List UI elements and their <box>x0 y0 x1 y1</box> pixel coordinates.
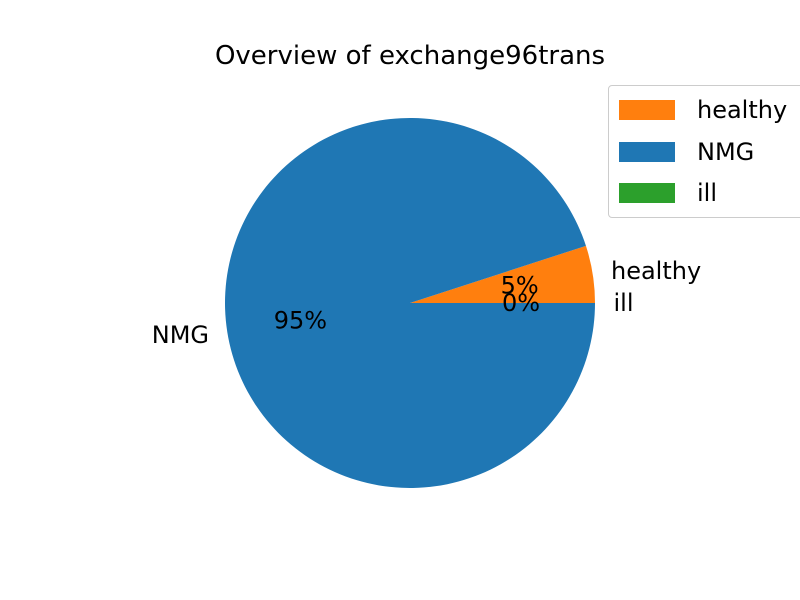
legend-label-healthy: healthy <box>697 96 788 124</box>
slice-label-nmg: NMG <box>152 321 209 349</box>
slice-label-healthy: healthy <box>611 257 701 285</box>
pie-labels: healthy 5% NMG 95% ill 0% <box>152 257 701 349</box>
pie-slice-nmg <box>225 118 595 489</box>
legend-item-nmg: NMG <box>619 137 754 167</box>
pie-slice-healthy <box>410 245 595 303</box>
slice-percent-nmg: 95% <box>274 306 327 334</box>
pie-slices <box>225 118 595 489</box>
slice-percent-ill: 0% <box>502 289 540 317</box>
legend-swatch-nmg <box>619 142 675 162</box>
legend-label-ill: ill <box>697 179 718 207</box>
slice-label-ill: ill <box>614 289 634 317</box>
legend-item-ill: ill <box>619 178 717 208</box>
legend-item-healthy: healthy <box>619 95 787 125</box>
chart-title: Overview of exchange96trans <box>215 41 605 71</box>
legend-swatch-healthy <box>619 100 675 120</box>
legend: healthy NMG ill <box>608 85 800 218</box>
legend-label-nmg: NMG <box>697 138 755 166</box>
legend-swatch-ill <box>619 183 675 203</box>
slice-percent-healthy: 5% <box>501 272 539 300</box>
